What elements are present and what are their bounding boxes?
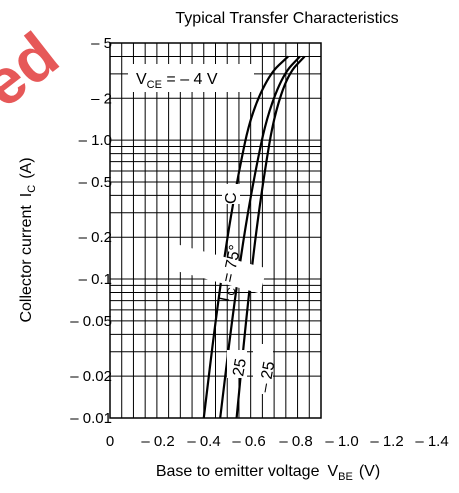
x-tick-label: – 0.2 [141, 433, 174, 450]
series-line-1 [219, 55, 301, 419]
y-axis-label: Collector currentIC(A) [18, 157, 38, 322]
y-tick-label: – 0.5 [79, 174, 112, 191]
series-label-75-unit: C [223, 192, 240, 204]
series-label-25-text: 25 [230, 357, 250, 378]
x-tick-label: – 0.4 [187, 433, 220, 450]
grid [110, 43, 321, 418]
y-tick-label: – 5 [91, 35, 112, 52]
series-label-25: 25 [227, 350, 250, 378]
condition-annotation: VCE = – 4 V [128, 64, 254, 92]
series-line-0 [202, 55, 289, 419]
x-tick-label: – 0.8 [279, 433, 312, 450]
plot-frame [109, 42, 322, 419]
watermark-text: ed [0, 18, 71, 121]
x-tick-labels: 0 – 0.2 – 0.4 – 0.6 – 0.8 – 1.0 – 1.2 – 1.4 [106, 433, 449, 450]
y-tick-label: – 0.01 [70, 410, 112, 427]
y-tick-label: – 0.1 [79, 271, 112, 288]
y-tick-labels: – 5 – 2 – 1.0 – 0.5 – 0.2 – 0.1 – 0.05 – 0.02 – … [70, 35, 112, 427]
y-tick-label: – 0.2 [79, 229, 112, 246]
x-tick-label: 0 [106, 433, 114, 450]
watermark: ed [0, 18, 71, 121]
x-tick-label: – 0.6 [232, 433, 265, 450]
condition-text: VCE = – 4 V [136, 71, 218, 91]
y-tick-label: – 1.0 [79, 132, 112, 149]
x-tick-label: – 1.0 [325, 433, 358, 450]
series-label-minus25: – 25 [253, 344, 278, 394]
x-axis-label: Base to emitter voltage VBE (V) [156, 463, 380, 483]
x-tick-label: – 1.4 [415, 433, 448, 450]
series-label-minus25-text: – 25 [256, 360, 278, 394]
y-tick-label: – 0.05 [70, 313, 112, 330]
series-labels: TC = 75° C 25 – 25 [171, 184, 278, 394]
y-tick-label: – 0.02 [70, 368, 112, 385]
y-tick-label: – 2 [91, 90, 112, 107]
x-tick-label: – 1.2 [370, 433, 403, 450]
chart-title: Typical Transfer Characteristics [175, 10, 398, 27]
